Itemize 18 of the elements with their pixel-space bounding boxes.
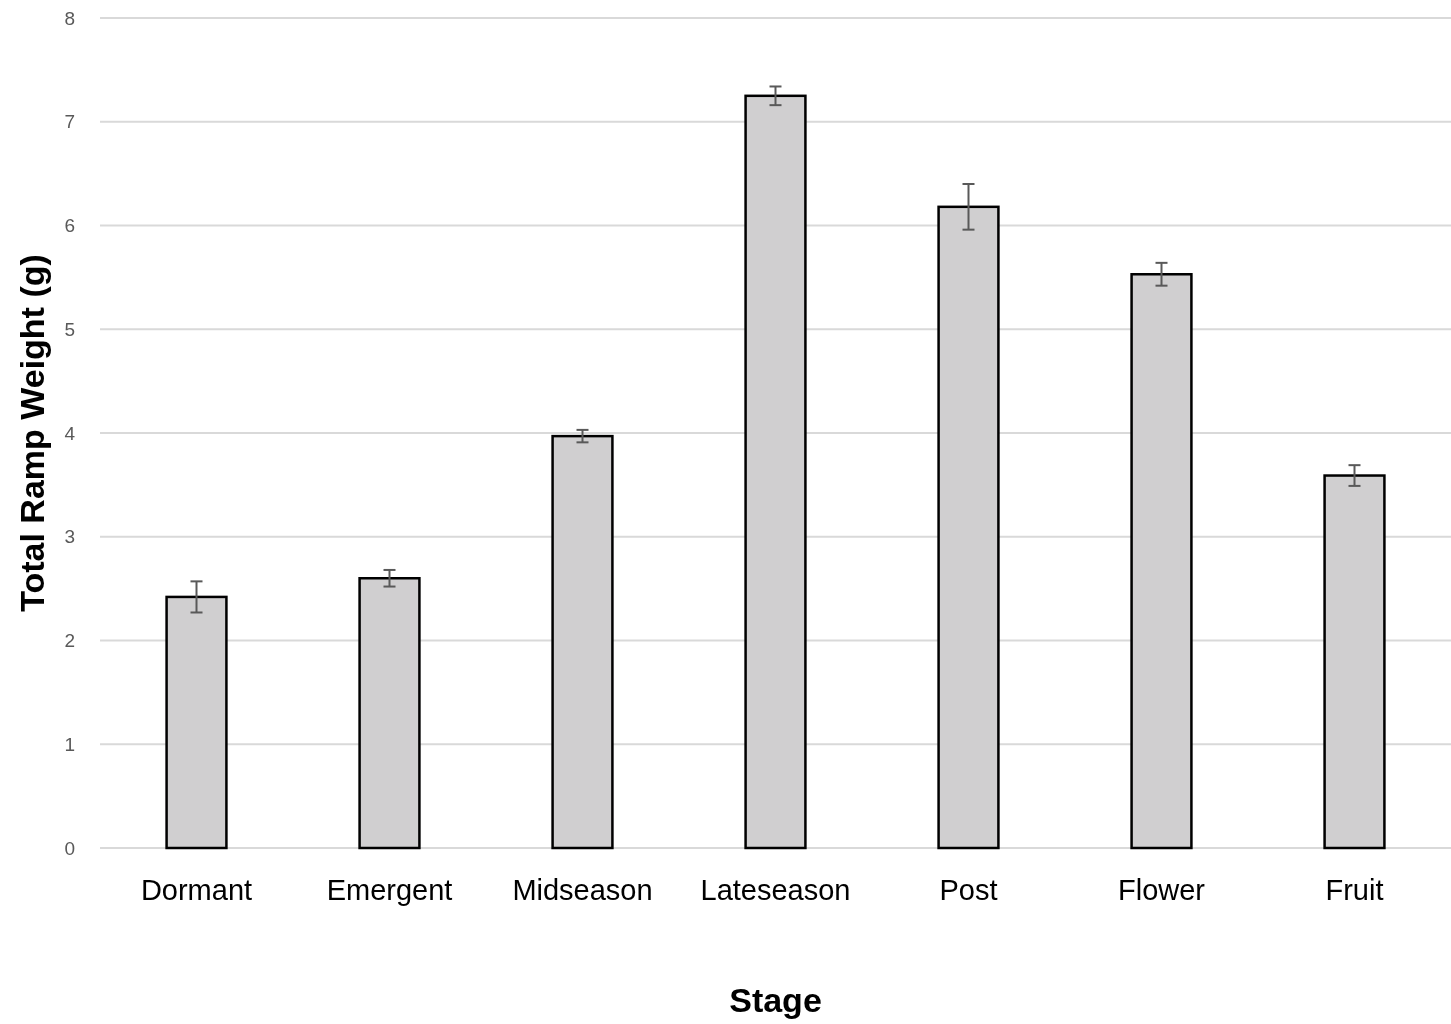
x-tick-label: Post (939, 874, 998, 906)
x-axis-title: Stage (729, 981, 822, 1019)
y-tick-label: 8 (64, 7, 75, 29)
y-tick-label: 6 (64, 215, 75, 237)
y-tick-label: 2 (64, 630, 75, 652)
x-tick-label: Flower (1117, 874, 1206, 906)
x-tick-label: Midseason (512, 874, 653, 906)
y-tick-label: 0 (64, 837, 75, 859)
x-tick-label: Dormant (140, 874, 253, 906)
y-tick-label: 4 (64, 422, 76, 444)
y-tick-label: 5 (64, 318, 75, 340)
x-tick-label: Lateseason (700, 874, 851, 906)
y-tick-label: 7 (64, 111, 75, 133)
y-tick-label: 1 (64, 733, 75, 755)
y-axis-title: Total Ramp Weight (g) (13, 254, 51, 612)
x-tick-label: Emergent (326, 874, 453, 906)
x-tick-label: Fruit (1325, 874, 1384, 906)
y-tick-label: 3 (64, 526, 75, 548)
